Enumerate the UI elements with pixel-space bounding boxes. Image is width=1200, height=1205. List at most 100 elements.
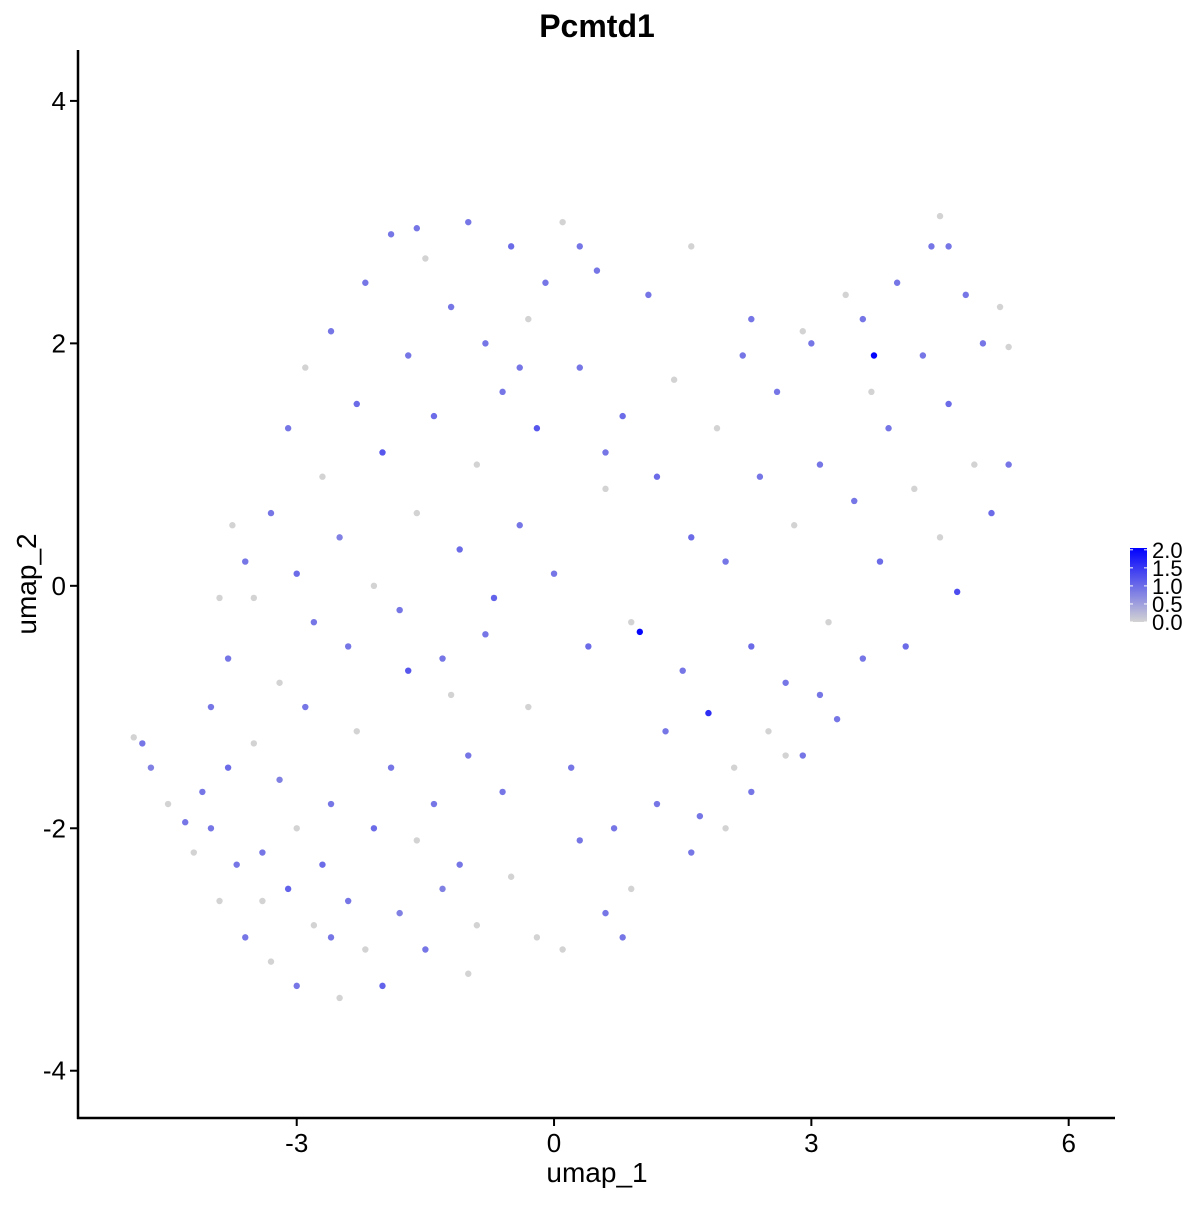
point (353, 400, 360, 408)
point (576, 243, 583, 250)
point (996, 303, 1004, 311)
point (928, 243, 935, 250)
point (953, 588, 961, 596)
point (662, 728, 669, 735)
point (559, 946, 566, 953)
point (447, 303, 455, 311)
point (164, 800, 172, 808)
point (387, 231, 395, 238)
point (396, 606, 403, 614)
point (482, 340, 489, 347)
point (507, 873, 515, 880)
point (679, 667, 686, 674)
point (619, 934, 626, 941)
point (756, 473, 764, 480)
point (413, 225, 421, 232)
point (456, 861, 463, 868)
point (207, 825, 215, 832)
point (259, 897, 266, 905)
point (816, 691, 824, 699)
point (233, 861, 240, 868)
point (799, 752, 806, 759)
point (876, 558, 884, 565)
point (713, 425, 721, 432)
colorbar-label: 2.0 (1152, 538, 1183, 563)
point (748, 315, 755, 323)
point (430, 412, 438, 420)
point (576, 364, 583, 371)
point (456, 546, 463, 553)
point (782, 752, 789, 759)
point (250, 594, 258, 602)
point (936, 534, 944, 541)
point (499, 788, 506, 796)
colorbar-label: 1.0 (1152, 574, 1183, 599)
point (430, 800, 438, 808)
point (130, 734, 137, 741)
point (422, 946, 429, 953)
point (182, 819, 189, 826)
point (190, 849, 197, 856)
point (302, 364, 309, 371)
point (267, 958, 275, 965)
point (139, 740, 146, 747)
point (439, 885, 446, 893)
point (396, 909, 403, 917)
point (327, 328, 335, 335)
point (336, 534, 343, 541)
point (791, 522, 798, 529)
point (902, 643, 909, 650)
point (293, 825, 300, 832)
colorbar-label: 0.5 (1152, 592, 1183, 617)
point (593, 267, 601, 274)
chart-title: Pcmtd1 (539, 8, 655, 44)
point (284, 885, 292, 893)
point (405, 352, 412, 359)
point (465, 970, 472, 977)
point (199, 788, 206, 796)
point (242, 558, 249, 565)
point (567, 764, 575, 771)
point (267, 509, 275, 517)
point (628, 618, 635, 626)
point (945, 243, 952, 250)
point (353, 728, 360, 735)
point (1005, 461, 1012, 468)
point (730, 764, 738, 771)
point (370, 582, 378, 590)
point (259, 849, 266, 856)
colorbar (1130, 548, 1147, 622)
y-tick-label: -2 (43, 813, 66, 843)
point (362, 279, 369, 286)
point (602, 449, 609, 456)
point (327, 934, 335, 941)
point (276, 776, 283, 783)
point (447, 691, 455, 699)
point (653, 800, 661, 808)
point (465, 218, 472, 226)
point (147, 764, 155, 771)
point (688, 243, 695, 250)
colorbar-label: 0.0 (1152, 610, 1183, 635)
point (336, 994, 343, 1002)
point (748, 788, 755, 796)
point (327, 800, 335, 808)
point (748, 643, 755, 650)
point (370, 825, 378, 832)
point (602, 485, 609, 493)
point (833, 715, 841, 723)
point (782, 679, 789, 686)
point (816, 461, 824, 468)
point (773, 388, 781, 396)
point (722, 825, 729, 832)
point (507, 243, 515, 250)
point (893, 279, 901, 286)
point (224, 655, 232, 662)
point (516, 522, 523, 529)
point (499, 388, 506, 396)
x-tick-label: 6 (1061, 1128, 1075, 1158)
point (688, 534, 695, 541)
point (688, 849, 695, 856)
point (739, 352, 746, 359)
point (842, 291, 849, 299)
